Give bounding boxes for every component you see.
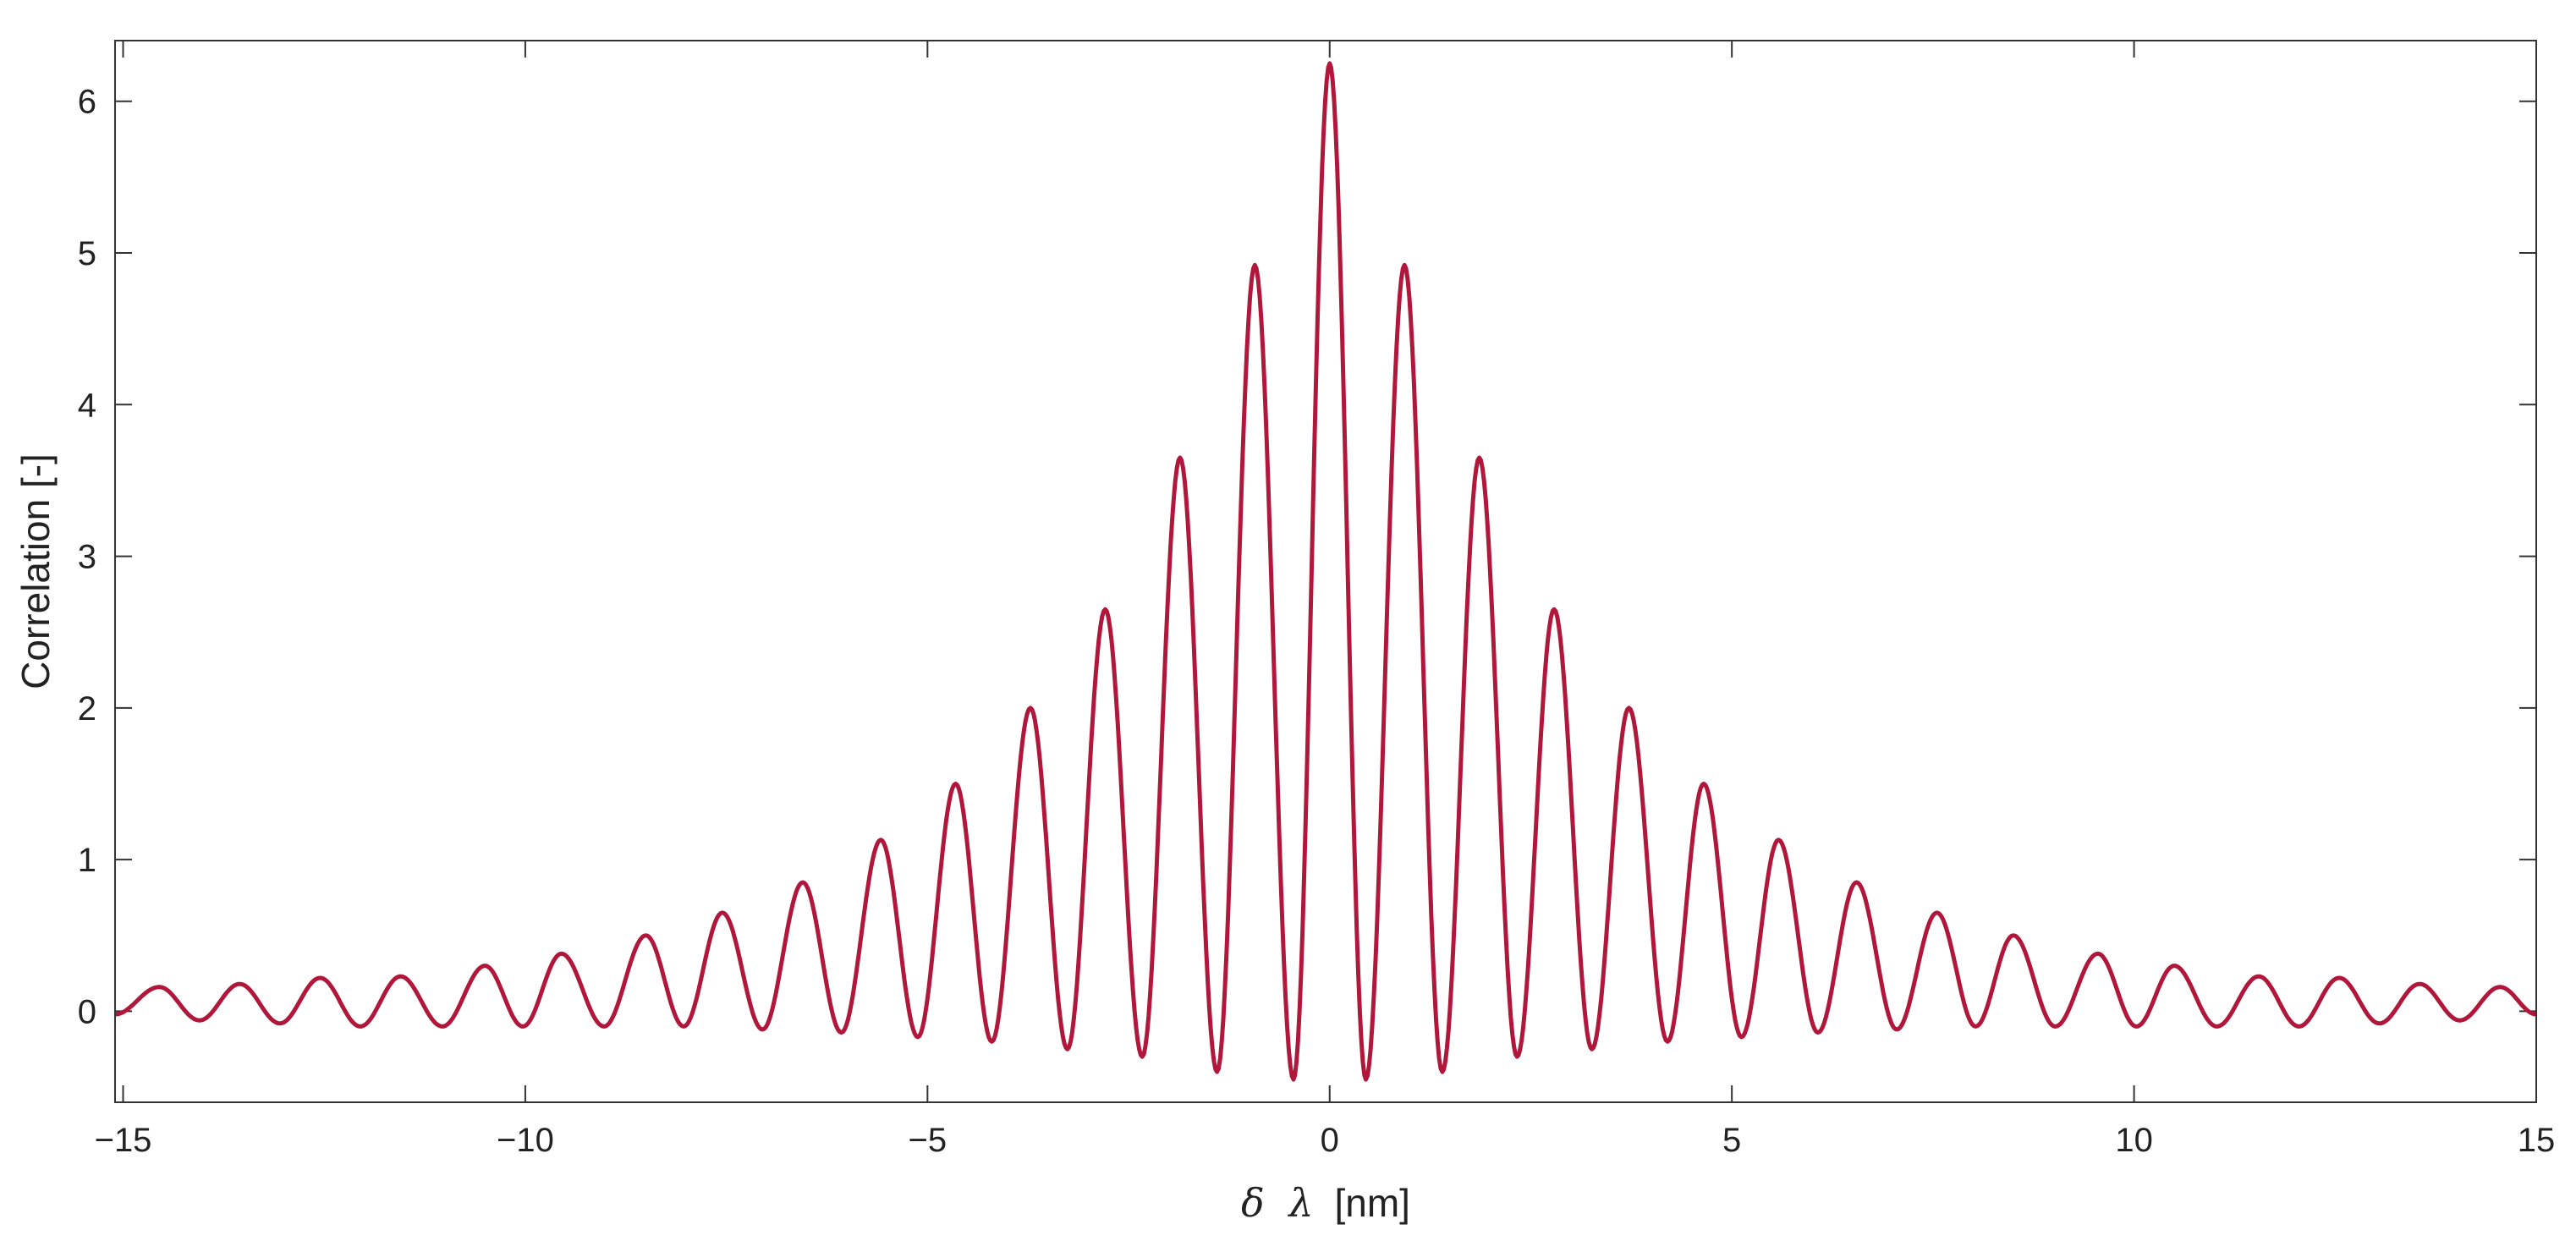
peak-point xyxy=(238,982,241,986)
peak-point xyxy=(2257,975,2260,978)
y-tick-labels: 0 1 2 3 4 5 6 xyxy=(78,84,96,1031)
x-axis-title: δ λ [nm] xyxy=(1241,1180,1410,1226)
x-tick-labels: −15 −10 −5 0 5 10 15 xyxy=(95,1122,2556,1159)
plot-area xyxy=(114,61,2537,1082)
x-axis-title-lambda: λ xyxy=(1288,1180,1314,1226)
axes-box xyxy=(114,40,2537,1103)
peak-point xyxy=(1478,456,1481,459)
x-tick-label: −15 xyxy=(95,1122,152,1159)
y-tick-label: 3 xyxy=(78,539,96,576)
y-tick-label: 4 xyxy=(78,387,96,424)
peak-point xyxy=(1936,911,1939,914)
x-tick-label: −10 xyxy=(497,1122,554,1159)
x-tick-label: 10 xyxy=(2115,1122,2153,1159)
y-tick-label: 5 xyxy=(78,235,96,272)
peak-point xyxy=(1328,62,1332,65)
peak-point xyxy=(483,964,486,968)
x-tick-label: −5 xyxy=(909,1122,947,1159)
peak-point xyxy=(1103,607,1107,611)
peak-point xyxy=(879,838,882,842)
peak-point xyxy=(801,881,805,884)
x-axis-title-delta: δ xyxy=(1241,1180,1265,1226)
peak-point xyxy=(1253,263,1256,266)
peak-point xyxy=(2012,934,2015,937)
peak-point xyxy=(721,911,724,914)
peak-point xyxy=(1552,607,1556,611)
peak-point xyxy=(1777,838,1780,842)
peak-point xyxy=(1029,706,1032,710)
peak-point xyxy=(1702,782,1705,785)
peak-point xyxy=(157,986,161,989)
peak-point xyxy=(1627,706,1630,710)
y-tick-label: 0 xyxy=(78,993,96,1030)
peak-point xyxy=(645,934,648,937)
peak-point xyxy=(2418,982,2421,986)
peak-point xyxy=(318,976,321,980)
peak-point xyxy=(1178,456,1182,459)
x-axis-title-unit: [nm] xyxy=(1334,1181,1409,1225)
peak-point xyxy=(1403,263,1406,266)
y-tick-label: 2 xyxy=(78,690,96,728)
peak-point xyxy=(2172,964,2176,968)
peak-point xyxy=(399,975,403,978)
y-tick-label: 6 xyxy=(78,84,96,121)
y-tick-label: 1 xyxy=(78,842,96,879)
peak-point xyxy=(2096,952,2100,955)
peak-point xyxy=(2337,976,2341,980)
y-axis-title: Correlation [-] xyxy=(14,453,58,689)
peak-point xyxy=(560,952,563,955)
peak-point xyxy=(2498,986,2502,989)
peak-point xyxy=(1855,881,1859,884)
x-tick-label: 15 xyxy=(2518,1122,2556,1159)
x-tick-label: 0 xyxy=(1321,1122,1339,1159)
x-tick-label: 5 xyxy=(1722,1122,1741,1159)
peak-point xyxy=(954,782,958,785)
